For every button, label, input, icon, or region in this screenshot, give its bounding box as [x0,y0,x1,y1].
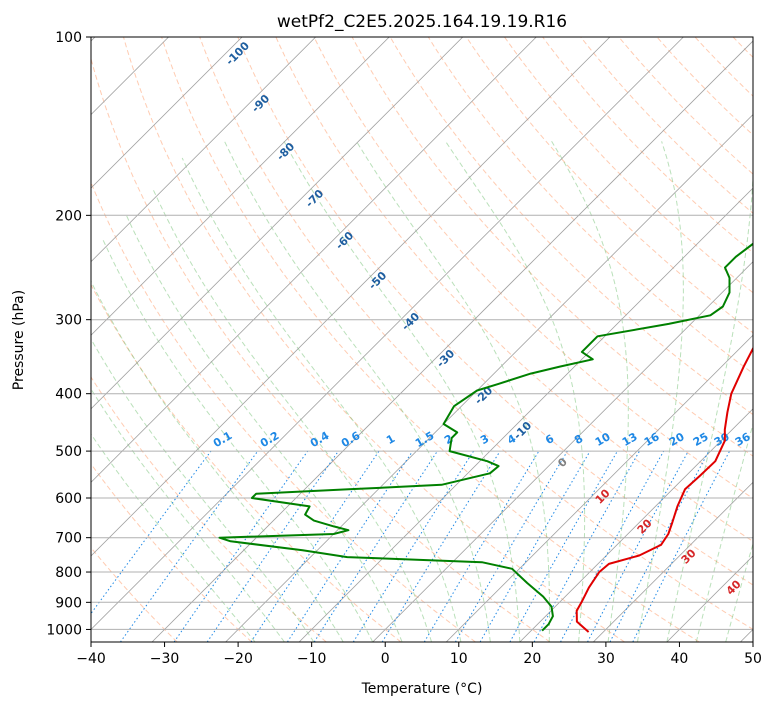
isotherm-line [372,261,753,642]
mixing-ratio-line [560,450,665,642]
y-tick-label: 900 [55,595,82,611]
dry-adiabat-line [427,37,753,375]
mixing-ratio-line [206,450,339,642]
mixing-ratio-line [173,450,309,642]
chart-title: wetPf2_C2E5.2025.164.19.19.R16 [277,12,567,32]
y-tick-label: 100 [55,30,82,46]
mixing-ratio-line [381,450,501,642]
dry-adiabat-line [123,37,625,642]
dry-adiabat-line [504,37,753,294]
dry-adiabat-line [237,37,753,586]
x-tick-label: 10 [450,651,468,667]
temperature-trace [575,346,753,633]
dry-adiabat-line [313,37,753,500]
mixing-ratio-line [119,450,259,642]
y-tick-label: 500 [55,444,82,460]
mixing-ratio-line [313,450,438,642]
dry-adiabat-line [389,37,753,416]
isotherm-line [225,114,753,642]
dry-adiabat-line [91,376,327,642]
moist-adiabat-line [102,239,374,642]
moist-adiabat-line [125,215,403,642]
y-axis-ticks: 100 200 300 400 500 600 700 800 900 1000 [46,30,91,638]
moist-adiabat-line [91,280,344,642]
moist-adiabat-line [91,433,256,642]
mixing-ratio-line [479,450,591,642]
dry-adiabat-line [275,37,753,542]
mixing-ratio-line [423,450,540,642]
x-tick-label: 0 [381,651,390,667]
plot-frame [90,36,754,643]
dry-adiabat-line [91,57,551,642]
y-tick-label: 200 [55,208,82,224]
isotherm-line [91,37,390,336]
isotherm-line [91,37,684,630]
dry-adiabat-line [161,37,700,642]
x-tick-label: 20 [523,651,541,667]
sounding-traces [218,242,753,633]
x-tick-label: 40 [671,651,689,667]
isotherm-line [519,408,753,642]
isotherm-line [91,37,316,263]
dry-adiabat-line [465,37,753,334]
dry-adiabat-line [199,37,753,630]
y-tick-label: 400 [55,387,82,403]
isotherm-line [91,37,243,189]
isotherm-line [298,187,753,642]
x-tick-label: 50 [744,651,762,667]
mixing-ratio-line [91,450,212,615]
x-tick-label: 30 [597,651,615,667]
x-tick-label: −10 [297,651,327,667]
x-tick-label: −20 [223,651,253,667]
isotherm-line [91,37,537,483]
y-tick-label: 300 [55,313,82,329]
x-tick-label: −40 [76,651,106,667]
isotherm-line [593,481,753,642]
moist-adiabat-line [91,337,315,642]
mixing-ratio-line [352,450,475,642]
mixing-ratio-line [509,450,618,642]
y-axis-label: Pressure (hPa) [11,290,27,390]
pressure-gridlines [91,37,753,630]
isotherm-line [445,334,753,642]
dry-adiabat-line [580,37,753,214]
x-axis-label: Temperature (°C) [361,681,483,697]
x-axis-ticks: −40 −30 −20 −10 0 10 20 30 40 50 [76,642,762,667]
y-tick-label: 800 [55,565,82,581]
x-tick-label: −30 [150,651,180,667]
y-tick-label: 1000 [46,622,82,638]
y-tick-label: 700 [55,531,82,547]
dry-adiabat-line [91,283,402,642]
isotherm-line [91,37,611,557]
moist-adiabat-line [152,187,432,642]
isotherm-line [91,37,464,410]
y-tick-label: 600 [55,491,82,507]
dry-adiabat-line [91,181,476,642]
isotherm-line [151,40,753,642]
mixing-ratio-line [454,450,568,642]
dewpoint-trace [218,242,753,632]
